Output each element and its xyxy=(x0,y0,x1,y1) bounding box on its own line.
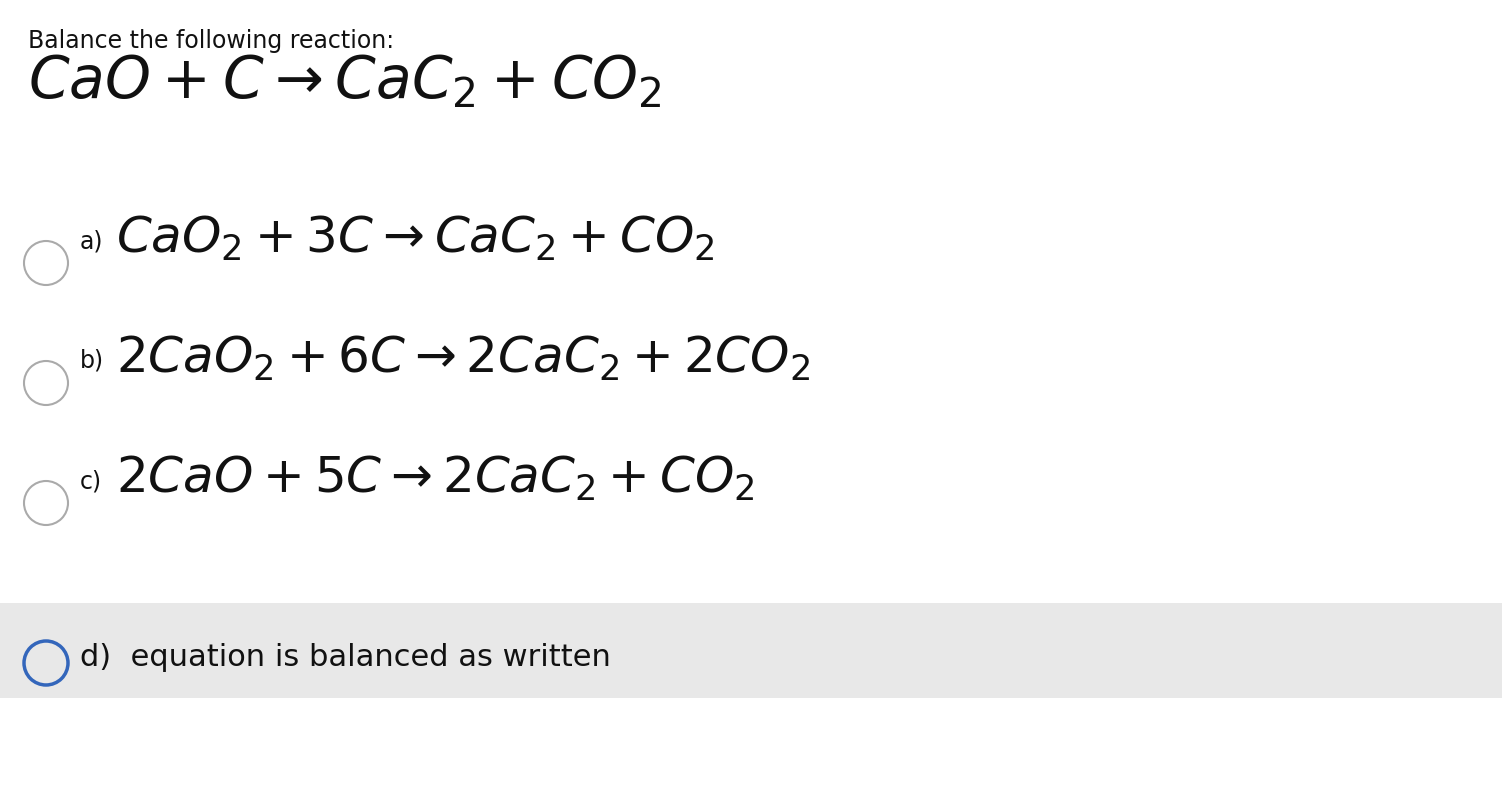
Text: d)  equation is balanced as written: d) equation is balanced as written xyxy=(80,643,611,672)
Text: a): a) xyxy=(80,229,104,253)
Text: b): b) xyxy=(80,349,104,373)
Text: c): c) xyxy=(80,469,102,493)
Text: $\mathit{CaO} + \mathit{C} \rightarrow \mathit{CaC_2} + \mathit{CO_2}$: $\mathit{CaO} + \mathit{C} \rightarrow \… xyxy=(29,53,662,110)
Text: $2\mathit{CaO_2} + 6\mathit{C} \rightarrow 2\mathit{CaC_2} + 2\mathit{CO_2}$: $2\mathit{CaO_2} + 6\mathit{C} \rightarr… xyxy=(116,335,810,384)
Text: Balance the following reaction:: Balance the following reaction: xyxy=(29,29,394,53)
Text: $\mathit{CaO_2} + 3\mathit{C} \rightarrow \mathit{CaC_2} + \mathit{CO_2}$: $\mathit{CaO_2} + 3\mathit{C} \rightarro… xyxy=(116,215,715,264)
Text: $2\mathit{CaO} + 5\mathit{C} \rightarrow 2\mathit{CaC_2} + \mathit{CO_2}$: $2\mathit{CaO} + 5\mathit{C} \rightarrow… xyxy=(116,455,754,504)
FancyBboxPatch shape xyxy=(0,603,1502,698)
